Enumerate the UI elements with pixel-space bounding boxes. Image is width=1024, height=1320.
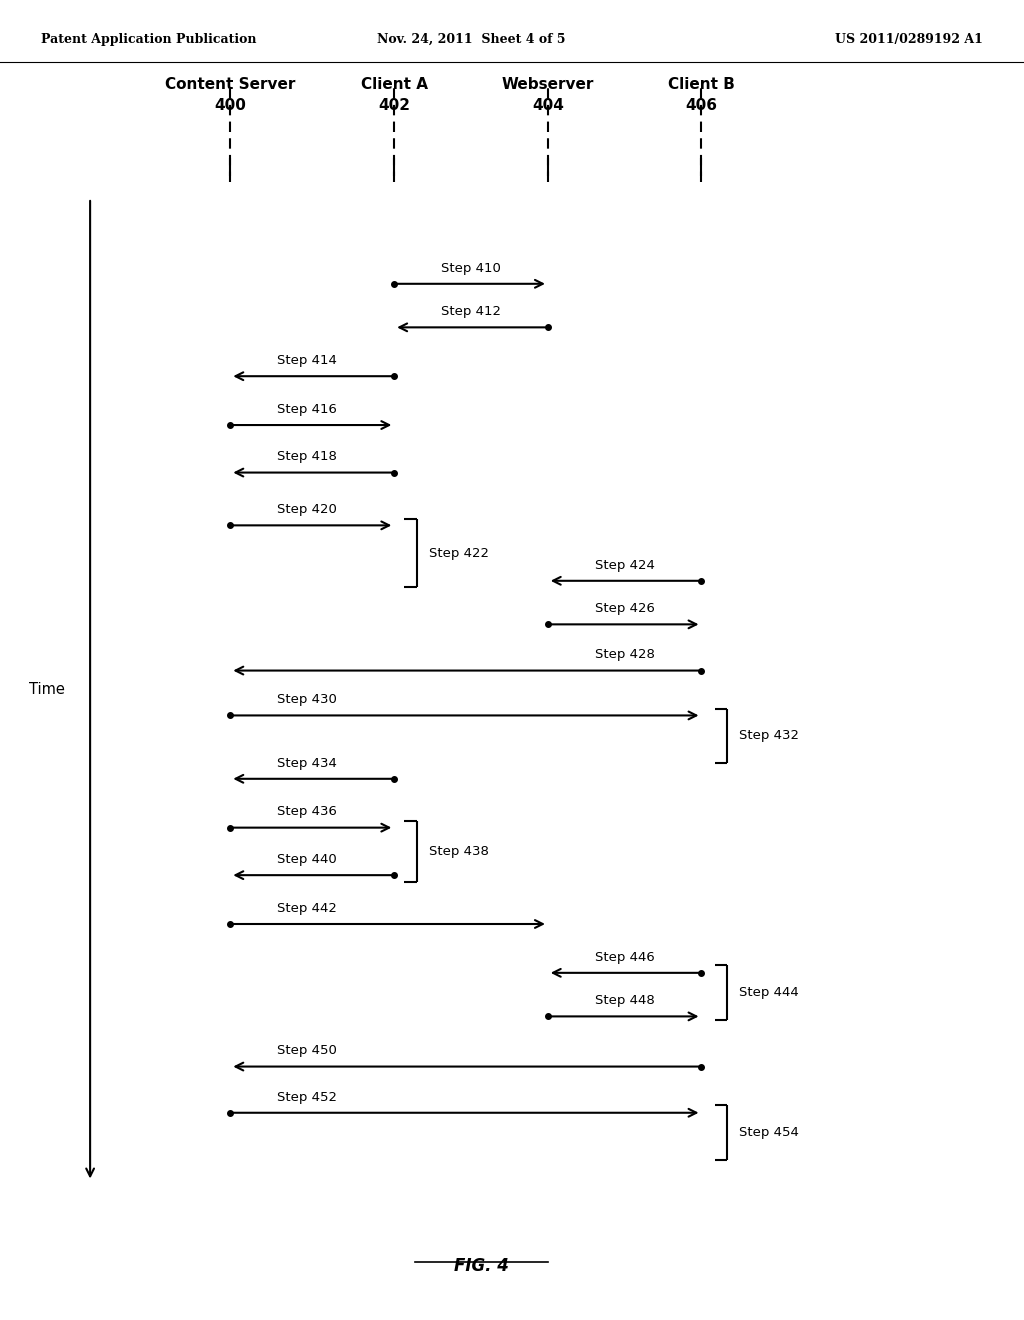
Text: FIG. 4: FIG. 4 [454, 1257, 509, 1275]
Text: Step 436: Step 436 [278, 805, 337, 818]
Text: Step 434: Step 434 [278, 756, 337, 770]
Text: Step 438: Step 438 [429, 845, 488, 858]
Text: Step 446: Step 446 [595, 950, 654, 964]
Text: Step 420: Step 420 [278, 503, 337, 516]
Text: Step 454: Step 454 [739, 1126, 799, 1139]
Text: Step 442: Step 442 [278, 902, 337, 915]
Text: Step 444: Step 444 [739, 986, 799, 999]
Text: Step 412: Step 412 [441, 305, 501, 318]
Text: Step 452: Step 452 [278, 1090, 337, 1104]
Text: US 2011/0289192 A1: US 2011/0289192 A1 [836, 33, 983, 46]
Text: Webserver
404: Webserver 404 [502, 77, 594, 112]
Text: Step 428: Step 428 [595, 648, 654, 661]
Text: Time: Time [29, 682, 65, 697]
Text: Step 440: Step 440 [278, 853, 337, 866]
Text: Content Server
400: Content Server 400 [165, 77, 296, 112]
Text: Step 422: Step 422 [429, 546, 489, 560]
Text: Step 410: Step 410 [441, 261, 501, 275]
Text: Step 416: Step 416 [278, 403, 337, 416]
Text: Client B
406: Client B 406 [668, 77, 735, 112]
Text: Step 432: Step 432 [739, 730, 800, 742]
Text: Patent Application Publication: Patent Application Publication [41, 33, 256, 46]
Text: Step 424: Step 424 [595, 558, 654, 572]
Text: Client A
402: Client A 402 [360, 77, 428, 112]
Text: Step 414: Step 414 [278, 354, 337, 367]
Text: Step 426: Step 426 [595, 602, 654, 615]
Text: Step 418: Step 418 [278, 450, 337, 463]
Text: Step 450: Step 450 [278, 1044, 337, 1057]
Text: Nov. 24, 2011  Sheet 4 of 5: Nov. 24, 2011 Sheet 4 of 5 [377, 33, 565, 46]
Text: Step 430: Step 430 [278, 693, 337, 706]
Text: Step 448: Step 448 [595, 994, 654, 1007]
